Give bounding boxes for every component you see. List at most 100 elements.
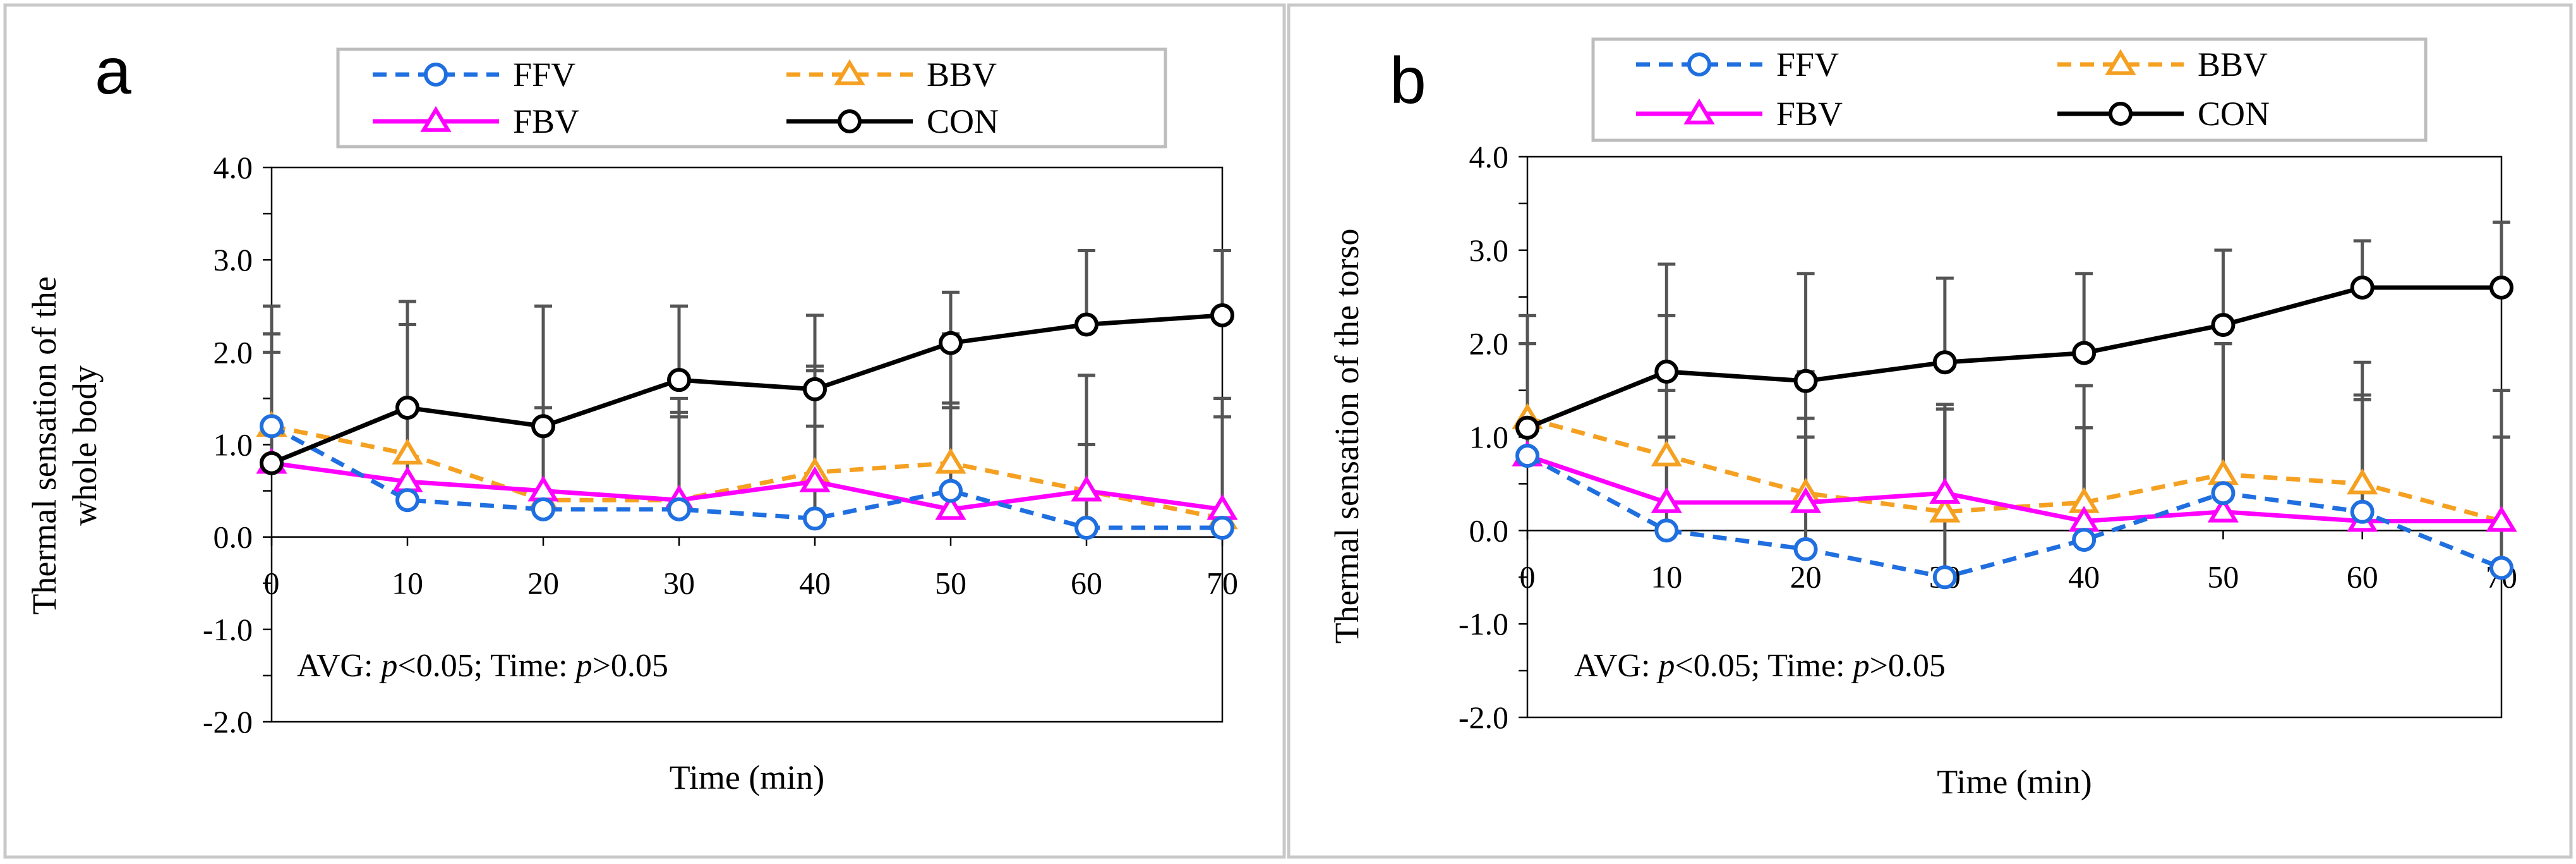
x-tick-label: 30 (663, 566, 695, 601)
x-tick-label: 70 (1207, 566, 1238, 601)
legend-item-fbv: FBV (1636, 95, 1843, 133)
data-point-fbv (1071, 475, 1102, 502)
legend-item-ffv: FFV (373, 56, 575, 94)
legend: FFV BBV FBV CON (336, 47, 1167, 149)
chart-panel-b: 4.03.02.01.00.0-1.0-2.0010203040506070Ti… (1287, 3, 2573, 859)
chart-panel-a: 4.0 3.0 2.0 1.0 0.0 -1.0 -2.0 0 10 20 30 40 50 60 70 Ti… (3, 3, 1286, 859)
annotation-part: <0.05; Time: (397, 648, 575, 684)
y-axis-title: Thermal sensation of thewhole body (25, 276, 104, 614)
legend-label: FFV (1776, 46, 1839, 83)
annotation-part: >0.05 (1870, 648, 1946, 684)
data-point-fbv (1790, 487, 1822, 513)
panel-border (1287, 3, 2573, 859)
data-point-ffv (803, 506, 827, 531)
data-point-ffv (667, 497, 691, 521)
data-point-con (1654, 360, 1679, 384)
data-point-con (1793, 368, 1818, 393)
y-tick-label: 0.0 (214, 520, 253, 555)
series-con (260, 303, 1234, 475)
legend-marker (2105, 49, 2136, 75)
data-point-con (1515, 415, 1539, 440)
legend-marker (1683, 98, 1715, 125)
data-point-bbv (392, 438, 423, 465)
data-point-fbv (799, 466, 831, 492)
data-point-bbv (935, 447, 966, 474)
legend-item-bbv: BBV (786, 56, 997, 94)
data-point-ffv (1074, 516, 1098, 540)
annotation-part: <0.05; Time: (1675, 648, 1853, 684)
series-line-bbv (271, 423, 1223, 521)
chart-annotation: AVG: p<0.05; Time: p>0.05 (1574, 648, 1946, 684)
x-axis-title: Time (min) (670, 758, 825, 796)
legend-label: BBV (2198, 46, 2268, 83)
x-tick-label: 40 (799, 566, 831, 601)
data-point-ffv (395, 488, 419, 513)
series-fbv (1512, 440, 2517, 532)
legend-marker (834, 59, 865, 85)
legend-marker (424, 63, 448, 87)
x-tick-label: 40 (2068, 559, 2100, 594)
legend-label: FFV (513, 56, 575, 94)
data-point-fbv (2486, 506, 2517, 532)
data-point-ffv (260, 414, 284, 439)
data-point-ffv (531, 497, 555, 521)
data-point-con (803, 377, 827, 401)
annotation-part: p (1656, 648, 1675, 684)
data-point-fbv (1651, 487, 1682, 513)
legend-item-ffv: FFV (1636, 46, 1839, 83)
data-point-bbv (2347, 468, 2378, 495)
series-line-bbv (1527, 416, 2502, 523)
annotation-part: p (378, 648, 397, 684)
y-tick-label: 0.0 (1469, 513, 1509, 548)
y-tick-label: 2.0 (1469, 326, 1509, 362)
y-tick-label: 3.0 (1469, 233, 1509, 268)
y-tick-label: -2.0 (1459, 700, 1508, 735)
legend-item-con: CON (2057, 95, 2270, 133)
x-tick-label: 50 (2207, 559, 2239, 594)
data-point-ffv (2489, 556, 2513, 580)
x-tick-label: 20 (1790, 559, 1822, 594)
y-tick-label: 4.0 (1469, 139, 1509, 174)
legend-item-con: CON (786, 102, 999, 140)
chart-annotation: AVG: p<0.05; Time: p>0.05 (297, 648, 668, 684)
y-tick-label: 4.0 (214, 150, 253, 185)
x-tick-label: 20 (527, 566, 559, 601)
x-tick-label: 10 (392, 566, 423, 601)
annotation-part: p (574, 648, 593, 684)
y-tick-label: 3.0 (214, 242, 253, 277)
data-point-ffv (1793, 537, 1818, 561)
data-point-con (2350, 275, 2374, 300)
data-point-fbv (935, 494, 966, 520)
legend-label: CON (2198, 95, 2270, 133)
legend-label: FBV (513, 102, 579, 140)
x-tick-label: 0 (1520, 559, 1536, 594)
y-tick-label: 1.0 (1469, 420, 1509, 455)
series-line-con (270, 313, 1223, 465)
y-tick-label: 2.0 (214, 334, 253, 370)
series-line-ffv (1526, 453, 2503, 580)
annotation-part: >0.05 (593, 648, 668, 684)
data-point-con (939, 331, 963, 355)
y-tick-label: -2.0 (203, 704, 253, 739)
legend-marker (420, 106, 452, 132)
data-point-bbv (1651, 440, 1682, 466)
data-point-con (1932, 350, 1957, 375)
y-tick-label: -1.0 (1459, 606, 1508, 642)
data-point-bbv (1929, 496, 1961, 523)
x-tick-label: 60 (2347, 559, 2378, 594)
legend-marker (1687, 52, 1711, 76)
x-tick-label: 60 (1071, 566, 1102, 601)
y-tick-label: 1.0 (214, 427, 253, 463)
data-point-con (2489, 275, 2513, 300)
y-axis-title: Thermal sensation of the torso (1328, 229, 1366, 644)
data-point-fbv (1929, 477, 1961, 504)
data-point-con (1074, 312, 1098, 337)
series-line-fbv (1526, 453, 2501, 524)
legend-item-bbv: BBV (2057, 46, 2268, 83)
legend-label: FBV (1776, 95, 1843, 133)
series-ffv (260, 414, 1234, 540)
errorbars-con (1519, 220, 2510, 428)
data-point-ffv (939, 478, 963, 503)
legend-marker (838, 109, 862, 133)
